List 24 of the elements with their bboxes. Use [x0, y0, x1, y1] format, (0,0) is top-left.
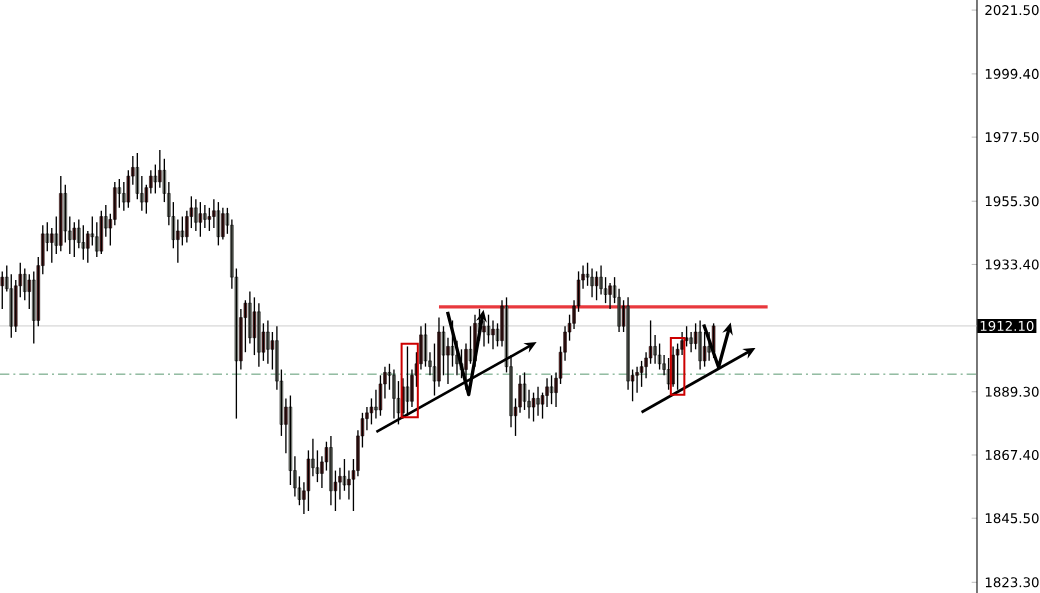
y-tick-label: 1955.30: [985, 196, 1039, 207]
candlestick: [531, 391, 536, 423]
y-tick-label: 2021.50: [985, 5, 1039, 16]
candlestick: [72, 221, 77, 258]
candlestick: [549, 374, 554, 405]
y-tick-label: 1845.50: [985, 513, 1039, 524]
y-tick-label: 1933.40: [985, 259, 1039, 270]
candlestick: [198, 201, 203, 238]
candlestick: [81, 224, 86, 261]
candlestick: [594, 270, 599, 301]
candlestick: [153, 163, 158, 195]
candlestick: [684, 325, 689, 348]
y-tick-label: 1999.40: [985, 68, 1039, 79]
candlestick: [135, 152, 140, 200]
y-tick-label: 1823.30: [985, 577, 1039, 588]
candlestick: [99, 210, 104, 255]
candlestick: [252, 296, 257, 356]
candlestick: [216, 201, 221, 247]
candlestick: [126, 169, 131, 209]
y-tick-label: 1867.40: [985, 449, 1039, 461]
y-tick-label: 1977.50: [985, 132, 1039, 143]
ref-line-label: 1912.10: [980, 320, 1034, 331]
y-tick-label: 1889.30: [985, 386, 1039, 397]
candlestick: [207, 207, 212, 232]
